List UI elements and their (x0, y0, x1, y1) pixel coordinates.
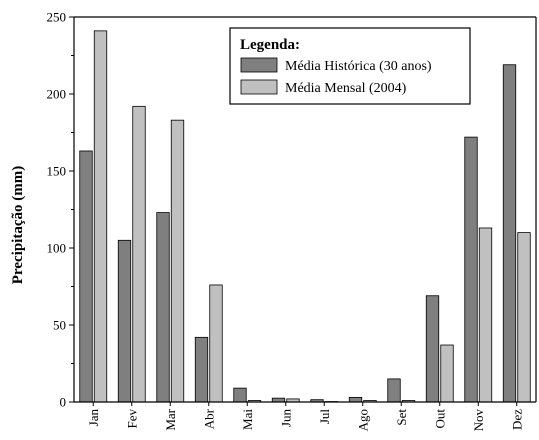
legend-swatch-mensal (240, 79, 278, 95)
x-tick-label-dez: Dez (509, 409, 524, 430)
x-tick-label-fev: Fev (124, 409, 139, 429)
x-tick-label-set: Set (394, 409, 409, 426)
bar-mensal-out (440, 344, 454, 403)
y-tick-label-50: 50 (53, 318, 66, 333)
x-tick-label-jul: Jul (317, 409, 332, 425)
bar-historica-nov (464, 136, 478, 403)
bar-mensal-jan (93, 30, 108, 403)
ticks-layer: 0 50 100 150 200 250 Jan Fev Mar Abr Mai Jun Jul Ago S… (47, 10, 525, 432)
bar-mensal-fev (132, 105, 146, 403)
legend: Legenda: Média Histórica (30 anos) Média… (229, 27, 471, 105)
legend-label-mensal: Média Mensal (2004) (285, 81, 407, 96)
bar-historica-dez (502, 64, 517, 403)
legend-label-historica: Média Histórica (30 anos) (285, 59, 432, 74)
bar-historica-fev (117, 239, 132, 403)
x-tick-label-nov: Nov (471, 409, 486, 432)
x-tick-label-mar: Mar (163, 408, 178, 430)
x-tick-label-ago: Ago (355, 409, 370, 431)
x-tick-label-abr: Abr (201, 408, 216, 429)
x-tick-label-jan: Jan (86, 409, 101, 427)
y-tick-label-200: 200 (47, 87, 67, 102)
bar-mensal-dez (517, 232, 531, 403)
bar-historica-out (425, 295, 440, 403)
bar-mensal-mar (170, 119, 185, 403)
y-tick-label-0: 0 (60, 395, 67, 410)
bar-historica-jan (79, 150, 93, 403)
bar-historica-abr (194, 336, 209, 403)
legend-title: Legenda: (240, 37, 300, 53)
bar-historica-ago (348, 396, 363, 403)
bar-historica-set (387, 378, 401, 403)
bar-mensal-abr (209, 284, 223, 403)
bar-mensal-nov (478, 227, 493, 403)
bars-layer (79, 30, 531, 403)
bar-historica-mar (156, 212, 170, 403)
y-tick-label-150: 150 (47, 164, 67, 179)
bar-historica-mai (233, 387, 247, 403)
x-tick-label-mai: Mai (240, 409, 255, 430)
x-tick-label-out: Out (432, 409, 447, 429)
x-tick-label-jun: Jun (278, 409, 293, 428)
y-axis-title: Precipitação (mm) (10, 166, 26, 284)
legend-swatch-historica (240, 57, 278, 73)
y-tick-label-250: 250 (47, 10, 67, 25)
y-tick-label-100: 100 (47, 241, 67, 256)
